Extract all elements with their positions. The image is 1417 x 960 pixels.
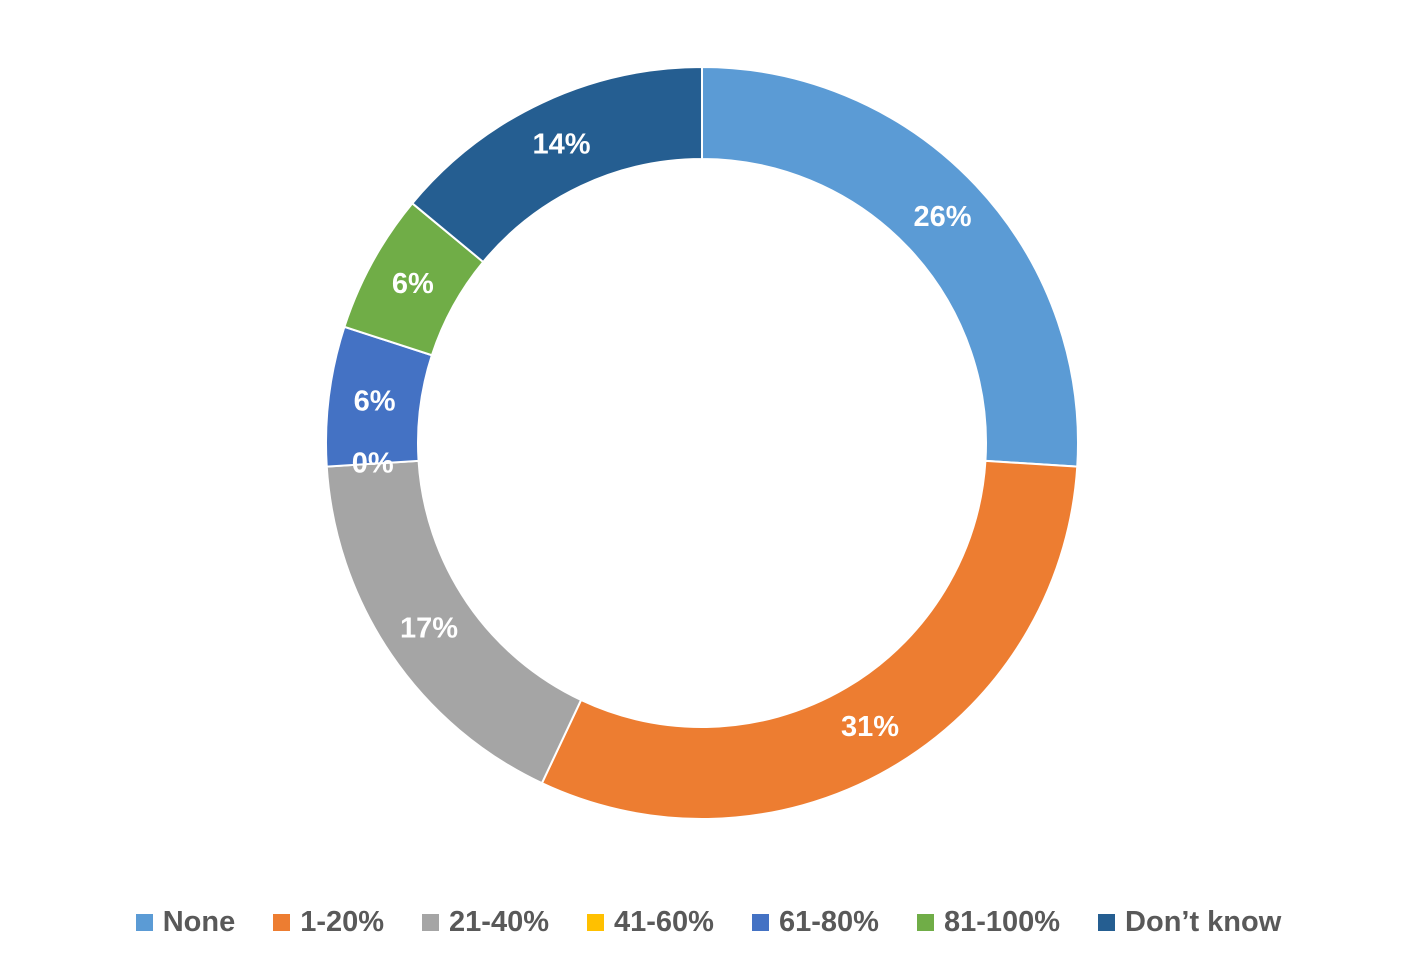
slice-1-20pct bbox=[540, 459, 1079, 820]
legend-swatch bbox=[1098, 913, 1116, 931]
legend-item-61-80pct: 61-80% bbox=[751, 905, 879, 939]
legend-label: Don’t know bbox=[1125, 905, 1282, 938]
slice-label-41-60pct: 0% bbox=[352, 448, 394, 480]
legend-swatch bbox=[422, 913, 440, 931]
slice-dont-know bbox=[410, 65, 703, 264]
slice-label-dont-know: 14% bbox=[532, 128, 590, 160]
legend-label: 61-80% bbox=[778, 905, 879, 938]
legend-label: 1-20% bbox=[300, 905, 385, 938]
legend-swatch bbox=[273, 913, 291, 931]
slice-label-none: 26% bbox=[914, 201, 972, 233]
slice-label-1-20pct: 31% bbox=[841, 711, 899, 743]
legend-item-41-60pct: 41-60% bbox=[587, 906, 714, 939]
legend: None 1-20% 21-40% 41-60% 61-80% 81-100% Don’t … bbox=[0, 900, 1417, 944]
legend-label: 41-60% bbox=[614, 905, 714, 938]
slice-label-81-100pct: 6% bbox=[392, 268, 434, 300]
legend-item-21-40pct: 21-40% bbox=[422, 906, 549, 939]
legend-label: 81-100% bbox=[943, 905, 1061, 938]
legend-swatch bbox=[587, 913, 604, 931]
legend-item-dont-know: Don’t know bbox=[1098, 906, 1281, 939]
slice-none bbox=[701, 65, 1079, 468]
legend-item-81-100pct: 81-100% bbox=[916, 905, 1061, 939]
legend-label: 21-40% bbox=[449, 905, 549, 938]
slice-labels-group: 26% 31% 17% 0% 6% 6% 14% bbox=[352, 128, 972, 743]
legend-item-none: None bbox=[135, 905, 236, 939]
legend-swatch bbox=[916, 913, 934, 931]
legend-label: None bbox=[162, 905, 236, 938]
slices-group bbox=[325, 65, 1079, 820]
slice-label-61-80pct: 6% bbox=[354, 386, 396, 418]
legend-swatch bbox=[135, 913, 153, 931]
slice-label-21-40pct: 17% bbox=[400, 612, 458, 644]
legend-item-1-20pct: 1-20% bbox=[273, 906, 384, 939]
legend-swatch bbox=[751, 913, 769, 931]
